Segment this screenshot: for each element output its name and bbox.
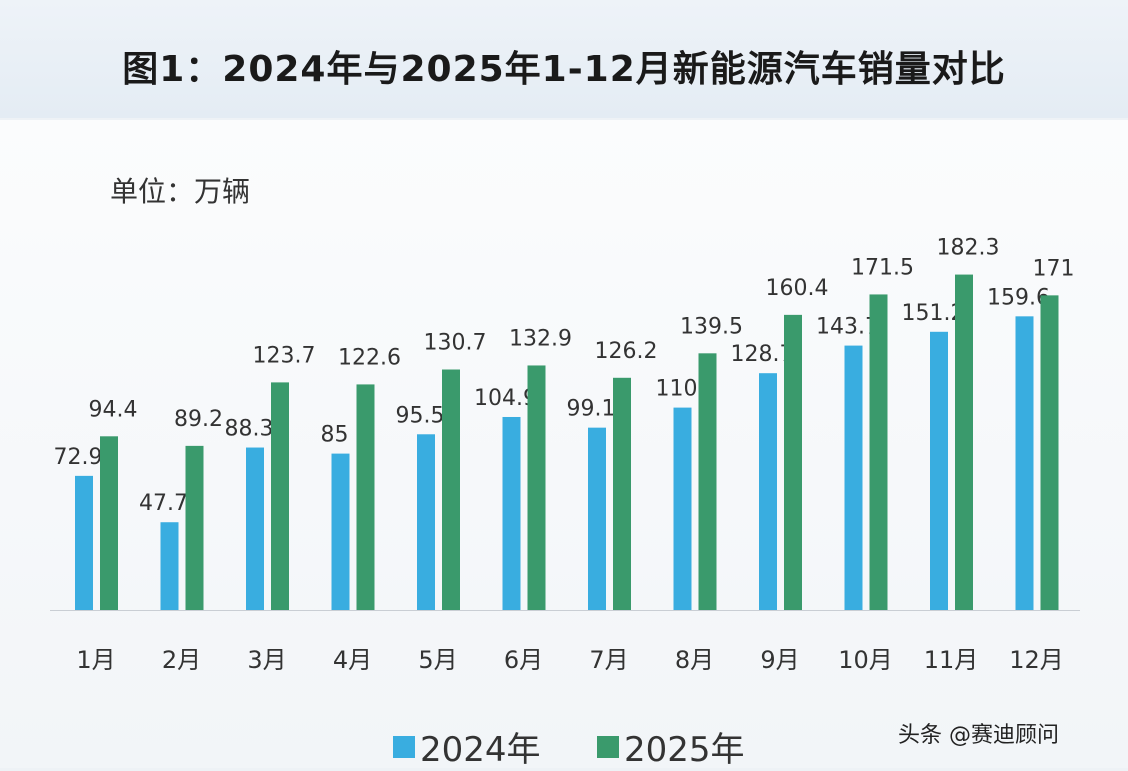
x-tick-label: 6月 xyxy=(504,646,543,674)
bar-2024 xyxy=(588,427,606,610)
bar-2024 xyxy=(331,453,350,610)
bar-2025 xyxy=(955,274,973,610)
legend-swatch-2025 xyxy=(597,736,619,758)
bar-2024 xyxy=(502,416,521,610)
x-tick-label: 7月 xyxy=(589,646,628,674)
watermark: 头条 @赛迪顾问 xyxy=(898,723,1059,748)
data-label-2024: 151.2 xyxy=(902,301,965,326)
bar-2024 xyxy=(160,522,179,610)
unit-label: 单位：万辆 xyxy=(110,175,251,208)
bar-2024 xyxy=(246,447,264,610)
bar-2024 xyxy=(417,434,435,610)
chart-title: 图1：2024年与2025年1-12月新能源汽车销量对比 xyxy=(122,49,1006,90)
legend: 2024年 2025年 xyxy=(0,722,1128,770)
data-label-2025: 126.2 xyxy=(595,339,658,364)
x-tick-label: 9月 xyxy=(760,646,799,674)
legend-label-2024: 2024年 xyxy=(420,730,541,770)
x-tick-label: 1月 xyxy=(76,646,115,674)
data-label-2025: 132.9 xyxy=(509,326,572,351)
bar-2025 xyxy=(869,294,888,610)
data-label-2024: 47.7 xyxy=(139,491,188,516)
bar-2025 xyxy=(1040,295,1059,610)
bar-2024 xyxy=(673,407,692,610)
bar-2025 xyxy=(784,314,802,610)
x-tick-label: 10月 xyxy=(838,646,893,674)
data-label-2025: 171.5 xyxy=(851,255,914,280)
bar-2025 xyxy=(613,377,631,610)
bar-2025 xyxy=(442,369,460,610)
data-label-2024: 110 xyxy=(656,377,698,402)
data-label-2024: 85 xyxy=(321,423,349,448)
data-label-2024: 72.9 xyxy=(54,445,103,470)
data-label-2025: 171 xyxy=(1033,256,1075,281)
x-tick-label: 8月 xyxy=(675,646,714,674)
bar-2025 xyxy=(356,384,375,610)
x-tick-label: 2月 xyxy=(162,646,201,674)
legend-label-2025: 2025年 xyxy=(624,730,745,770)
data-label-2024: 88.3 xyxy=(225,417,274,442)
bar-2025 xyxy=(527,365,546,610)
data-label-2025: 122.6 xyxy=(338,345,401,370)
bar-2024 xyxy=(759,373,777,610)
data-label-2024: 143.7 xyxy=(816,315,879,340)
bar-2024 xyxy=(930,331,948,610)
data-label-2024: 99.1 xyxy=(567,397,616,422)
x-tick-label: 11月 xyxy=(924,646,979,674)
data-label-2024: 95.5 xyxy=(396,403,445,428)
x-tick-label: 12月 xyxy=(1009,646,1064,674)
data-label-2024: 104.9 xyxy=(474,386,537,411)
data-label-2024: 159.6 xyxy=(987,285,1050,310)
bar-2024 xyxy=(75,475,93,610)
bar-2025 xyxy=(185,445,204,610)
data-label-2025: 182.3 xyxy=(937,236,1000,261)
x-tick-label: 5月 xyxy=(418,646,457,674)
x-tick-label: 4月 xyxy=(333,646,372,674)
data-label-2025: 130.7 xyxy=(424,331,487,356)
data-label-2024: 128.7 xyxy=(731,342,794,367)
legend-swatch-2024 xyxy=(393,736,415,758)
data-label-2025: 123.7 xyxy=(253,343,316,368)
bar-2025 xyxy=(100,436,118,610)
bar-2024 xyxy=(844,345,863,610)
data-label-2025: 139.5 xyxy=(680,314,743,339)
bar-2025 xyxy=(271,382,289,610)
bar-2025 xyxy=(698,353,717,610)
data-label-2025: 89.2 xyxy=(174,407,223,432)
x-tick-label: 3月 xyxy=(247,646,286,674)
bar-2024 xyxy=(1015,316,1034,610)
data-label-2025: 94.4 xyxy=(89,397,138,422)
title-band xyxy=(0,0,1128,118)
data-label-2025: 160.4 xyxy=(766,276,829,301)
